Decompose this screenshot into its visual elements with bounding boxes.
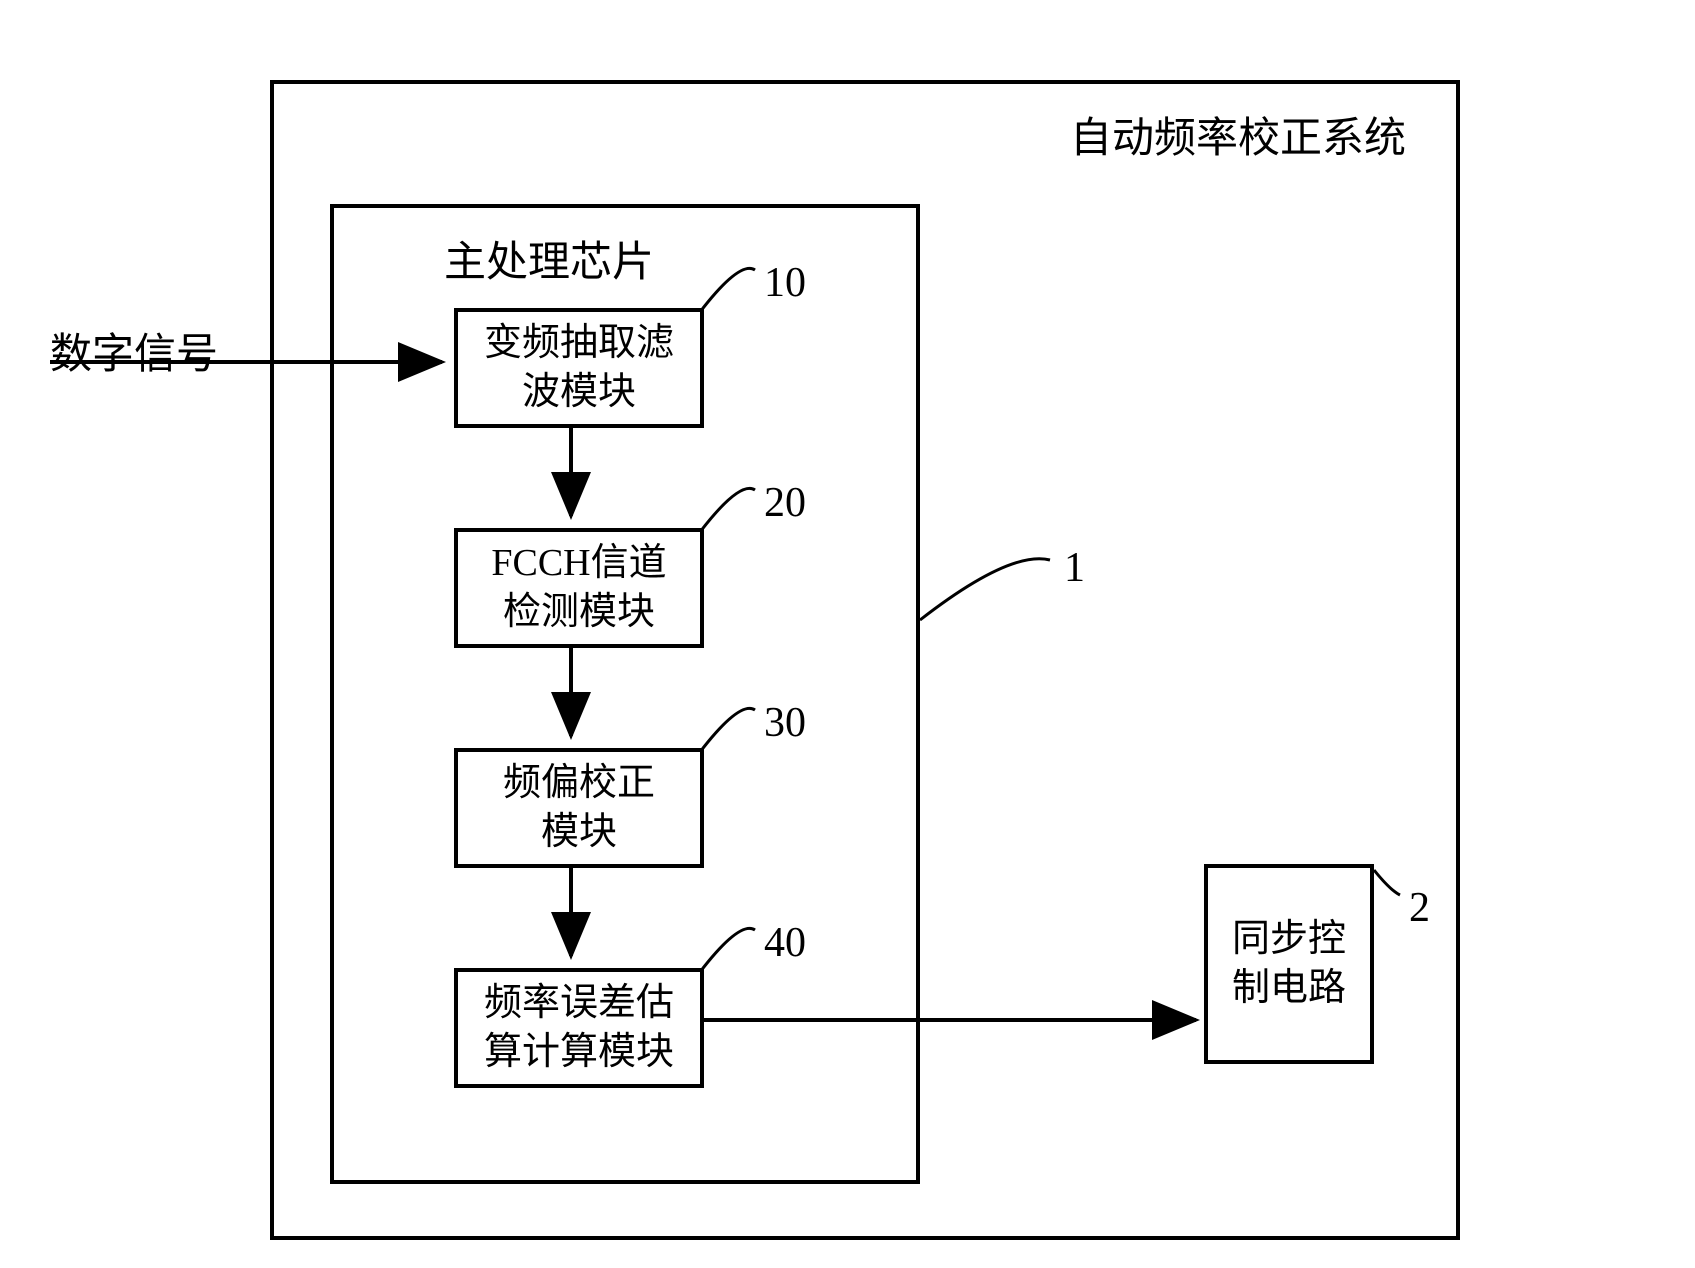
module-label: 频率误差估算计算模块 bbox=[484, 979, 674, 1078]
module-freq-offset: 频偏校正模块 bbox=[454, 748, 704, 868]
system-title: 自动频率校正系统 bbox=[1070, 104, 1406, 165]
chip-box: 主处理芯片 变频抽取滤波模块 FCCH信道检测模块 频偏校正模块 频率误差估算计… bbox=[330, 204, 920, 1184]
label-2: 2 bbox=[1409, 884, 1430, 932]
module-filter: 变频抽取滤波模块 bbox=[454, 308, 704, 428]
label-40: 40 bbox=[764, 919, 806, 967]
input-signal-label: 数字信号 bbox=[50, 320, 218, 381]
diagram-container: 数字信号 自动频率校正系统 主处理芯片 变频抽取滤波模块 FCCH信道检测模块 … bbox=[30, 40, 1480, 1240]
label-30: 30 bbox=[764, 699, 806, 747]
label-20: 20 bbox=[764, 479, 806, 527]
module-label: FCCH信道检测模块 bbox=[491, 539, 666, 638]
module-label: 频偏校正模块 bbox=[503, 759, 655, 858]
module-fcch: FCCH信道检测模块 bbox=[454, 528, 704, 648]
label-10: 10 bbox=[764, 259, 806, 307]
system-box: 自动频率校正系统 主处理芯片 变频抽取滤波模块 FCCH信道检测模块 频偏校正模… bbox=[270, 80, 1460, 1240]
sync-label: 同步控制电路 bbox=[1232, 915, 1346, 1014]
module-freq-error: 频率误差估算计算模块 bbox=[454, 968, 704, 1088]
sync-control-box: 同步控制电路 bbox=[1204, 864, 1374, 1064]
module-label: 变频抽取滤波模块 bbox=[484, 319, 674, 418]
chip-title: 主处理芯片 bbox=[444, 228, 654, 289]
label-1: 1 bbox=[1064, 544, 1085, 592]
